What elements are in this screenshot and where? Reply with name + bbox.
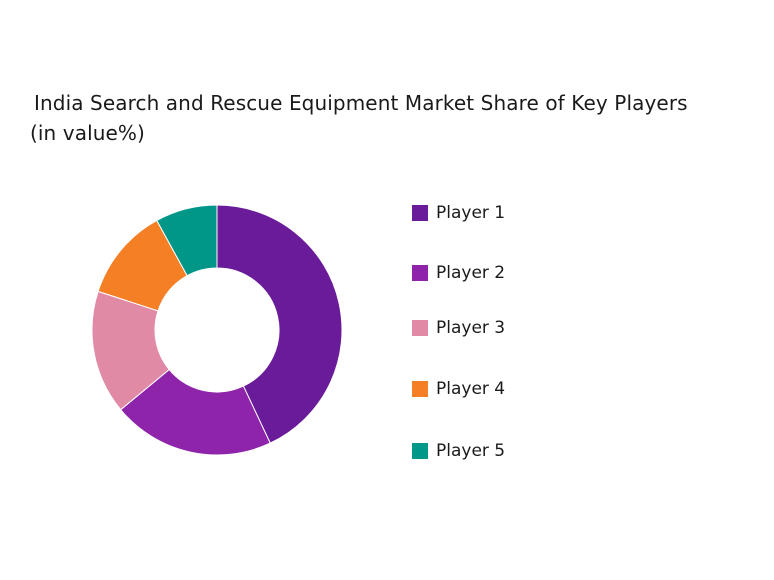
legend-item-player-4: Player 4	[412, 379, 505, 399]
legend-label: Player 2	[436, 263, 506, 283]
legend-swatch	[412, 381, 428, 397]
legend-label: Player 4	[436, 379, 506, 399]
legend-item-player-2: Player 2	[412, 263, 505, 283]
legend-label: Player 1	[436, 203, 506, 223]
legend-item-player-3: Player 3	[412, 318, 505, 338]
legend-swatch	[412, 205, 428, 221]
legend-swatch	[412, 265, 428, 281]
legend-swatch	[412, 320, 428, 336]
legend-item-player-5: Player 5	[412, 441, 505, 461]
legend-label: Player 5	[436, 441, 506, 461]
legend-item-player-1: Player 1	[412, 203, 505, 223]
chart-title: India Search and Rescue Equipment Market…	[30, 88, 770, 148]
chart-subtitle: (in value%)	[30, 121, 145, 145]
chart-title-text: India Search and Rescue Equipment Market…	[34, 91, 688, 115]
legend-swatch	[412, 443, 428, 459]
slice-player-5	[156, 204, 218, 277]
slice-player-1	[216, 204, 343, 444]
slice-player-2	[119, 368, 271, 456]
legend-label: Player 3	[436, 318, 506, 338]
